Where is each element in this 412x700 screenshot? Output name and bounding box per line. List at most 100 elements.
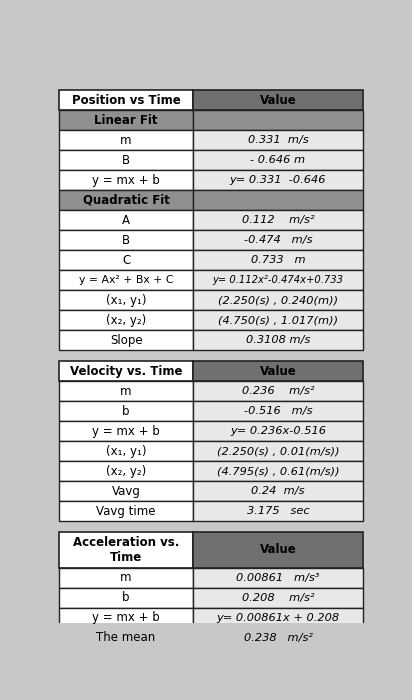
Bar (59, 461, 193, 482)
Bar (193, 270, 363, 290)
Text: 0.3108 m/s: 0.3108 m/s (246, 335, 310, 345)
Bar (59, 110, 193, 130)
Bar (193, 532, 363, 568)
Text: B: B (122, 234, 130, 247)
Text: y= 0.331  -0.646: y= 0.331 -0.646 (230, 175, 326, 186)
Bar (59, 330, 193, 351)
Text: 0.00861   m/s³: 0.00861 m/s³ (236, 573, 320, 582)
Bar (59, 310, 193, 330)
Text: A: A (122, 214, 130, 227)
Text: B: B (122, 154, 130, 167)
Bar (59, 401, 193, 421)
Text: (4.795(s) , 0.61(m/s)): (4.795(s) , 0.61(m/s)) (217, 466, 339, 476)
Bar (59, 587, 193, 608)
Bar (59, 382, 193, 401)
Text: -0.474   m/s: -0.474 m/s (244, 235, 312, 245)
Bar (59, 628, 193, 648)
Bar (59, 608, 193, 628)
Bar (59, 170, 193, 190)
Bar (193, 90, 363, 110)
Bar (193, 421, 363, 441)
Bar (193, 382, 363, 401)
Bar (193, 568, 363, 587)
Text: (2.250(s) , 0.01(m/s)): (2.250(s) , 0.01(m/s)) (217, 447, 339, 456)
Bar (59, 251, 193, 270)
Bar (193, 310, 363, 330)
Text: (x₂, y₂): (x₂, y₂) (106, 314, 146, 327)
Text: m: m (120, 571, 132, 584)
Bar (59, 421, 193, 441)
Bar (193, 230, 363, 251)
Bar (193, 150, 363, 170)
Bar (59, 501, 193, 522)
Text: Vavg: Vavg (112, 485, 140, 498)
Text: 0.733   m: 0.733 m (250, 256, 305, 265)
Bar (193, 482, 363, 501)
Bar (193, 608, 363, 628)
Bar (59, 441, 193, 461)
Text: (4.750(s) , 1.017(m)): (4.750(s) , 1.017(m)) (218, 316, 338, 326)
Text: 0.112    m/s²: 0.112 m/s² (242, 216, 314, 225)
Text: 0.331  m/s: 0.331 m/s (248, 135, 308, 145)
Text: y = mx + b: y = mx + b (92, 611, 160, 624)
Text: The mean: The mean (96, 631, 156, 644)
Text: Value: Value (260, 543, 296, 556)
Text: m: m (120, 385, 132, 398)
Bar (193, 587, 363, 608)
Text: 0.238   m/s²: 0.238 m/s² (243, 633, 312, 643)
Bar (59, 190, 193, 210)
Text: y= 0.00861x + 0.208: y= 0.00861x + 0.208 (216, 612, 339, 622)
Text: (x₁, y₁): (x₁, y₁) (106, 444, 146, 458)
Bar (193, 251, 363, 270)
Bar (193, 210, 363, 230)
Text: b: b (122, 405, 130, 418)
Text: y = Ax² + Bx + C: y = Ax² + Bx + C (79, 275, 173, 286)
Text: Value: Value (260, 94, 296, 106)
Text: C: C (122, 254, 130, 267)
Text: 3.175   sec: 3.175 sec (247, 506, 309, 517)
Bar (193, 361, 363, 382)
Bar (193, 190, 363, 210)
Text: (x₂, y₂): (x₂, y₂) (106, 465, 146, 478)
Bar (193, 501, 363, 522)
Text: 0.208    m/s²: 0.208 m/s² (242, 593, 314, 603)
Bar (59, 532, 193, 568)
Text: Velocity vs. Time: Velocity vs. Time (70, 365, 183, 378)
Text: y= 0.112x²-0.474x+0.733: y= 0.112x²-0.474x+0.733 (213, 275, 344, 286)
Bar (193, 330, 363, 351)
Bar (59, 230, 193, 251)
Text: Acceleration vs.
Time: Acceleration vs. Time (73, 536, 179, 564)
Text: Slope: Slope (110, 334, 143, 347)
Bar (193, 441, 363, 461)
Bar (59, 290, 193, 310)
Bar (59, 270, 193, 290)
Bar (59, 568, 193, 587)
Text: y = mx + b: y = mx + b (92, 174, 160, 187)
Bar (59, 361, 193, 382)
Text: (2.250(s) , 0.240(m)): (2.250(s) , 0.240(m)) (218, 295, 338, 305)
Text: 0.24  m/s: 0.24 m/s (251, 486, 305, 496)
Text: -0.516   m/s: -0.516 m/s (244, 406, 312, 416)
Text: (x₁, y₁): (x₁, y₁) (106, 294, 146, 307)
Text: y= 0.236x-0.516: y= 0.236x-0.516 (230, 426, 326, 436)
Text: Vavg time: Vavg time (96, 505, 156, 518)
Bar (193, 628, 363, 648)
Text: - 0.646 m: - 0.646 m (250, 155, 306, 165)
Bar (59, 482, 193, 501)
Bar (193, 110, 363, 130)
Text: y = mx + b: y = mx + b (92, 425, 160, 438)
Text: Value: Value (260, 365, 296, 378)
Bar (193, 170, 363, 190)
Text: Position vs Time: Position vs Time (72, 94, 180, 106)
Text: Quadratic Fit: Quadratic Fit (83, 194, 169, 206)
Text: m: m (120, 134, 132, 147)
Text: Linear Fit: Linear Fit (94, 113, 158, 127)
Bar (59, 90, 193, 110)
Bar (59, 130, 193, 150)
Bar (59, 210, 193, 230)
Text: b: b (122, 591, 130, 604)
Bar (193, 290, 363, 310)
Bar (193, 461, 363, 482)
Text: 0.236    m/s²: 0.236 m/s² (242, 386, 314, 396)
Bar (193, 130, 363, 150)
